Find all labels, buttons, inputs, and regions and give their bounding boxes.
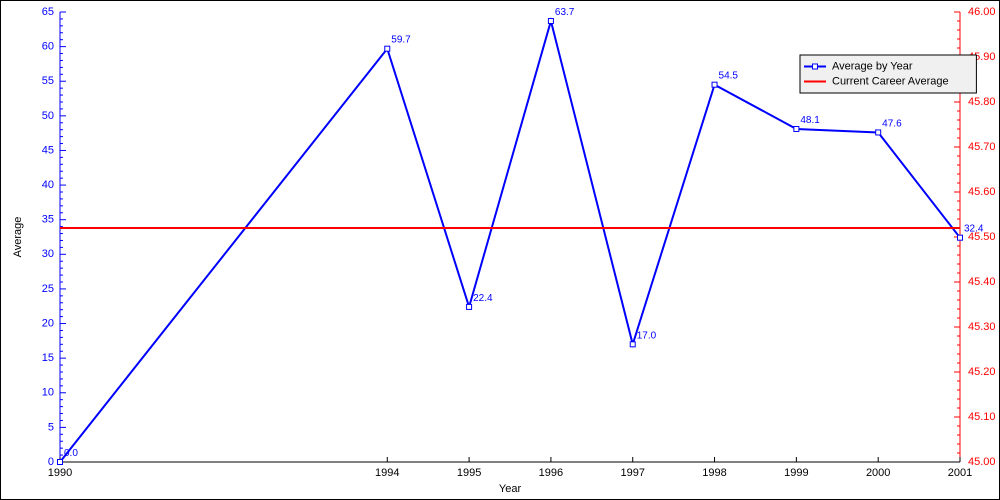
- average-by-year-chart: 05101520253035404550556065Average45.0045…: [0, 0, 1000, 500]
- y-right-tick-label: 45.60: [968, 186, 996, 198]
- point-label: 22.4: [473, 293, 493, 304]
- y-right-tick-label: 45.20: [968, 366, 996, 378]
- y-right-tick-label: 46.00: [968, 6, 996, 18]
- y-left-tick-label: 55: [42, 75, 54, 87]
- y-left-tick-label: 20: [42, 317, 54, 329]
- y-right-tick-label: 45.40: [968, 276, 996, 288]
- y-left-tick-label: 65: [42, 6, 54, 18]
- y-axis-label: Average: [12, 217, 24, 258]
- series-marker: [58, 460, 63, 465]
- point-label: 32.4: [964, 224, 984, 235]
- y-left-tick-label: 25: [42, 283, 54, 295]
- series-marker: [630, 342, 635, 347]
- y-right-tick-label: 45.80: [968, 96, 996, 108]
- y-left-tick-label: 60: [42, 41, 54, 53]
- y-left-tick-label: 5: [48, 421, 54, 433]
- series-marker: [385, 46, 390, 51]
- point-label: 17.0: [637, 330, 657, 341]
- series-marker: [876, 130, 881, 135]
- point-label: 54.5: [719, 71, 739, 82]
- y-left-tick-label: 50: [42, 110, 54, 122]
- series-marker: [958, 235, 963, 240]
- legend-label: Average by Year: [832, 60, 913, 72]
- x-tick-label: 1999: [784, 467, 808, 479]
- point-label: 48.1: [800, 115, 820, 126]
- y-right-tick-label: 45.30: [968, 321, 996, 333]
- x-tick-label: 1996: [539, 467, 563, 479]
- point-label: 59.7: [391, 35, 411, 46]
- x-tick-label: 1995: [457, 467, 481, 479]
- legend-label: Current Career Average: [832, 75, 949, 87]
- series-marker: [548, 19, 553, 24]
- y-left-tick-label: 40: [42, 179, 54, 191]
- x-tick-label: 2000: [866, 467, 890, 479]
- series-marker: [794, 127, 799, 132]
- x-tick-label: 2001: [948, 467, 972, 479]
- y-left-tick-label: 30: [42, 248, 54, 260]
- point-label: 0.0: [64, 448, 78, 459]
- x-tick-label: 1994: [375, 467, 399, 479]
- point-label: 47.6: [882, 118, 902, 129]
- y-left-tick-label: 45: [42, 144, 54, 156]
- x-axis-label: Year: [499, 483, 522, 495]
- x-tick-label: 1997: [620, 467, 644, 479]
- y-right-tick-label: 45.10: [968, 411, 996, 423]
- x-tick-label: 1990: [48, 467, 72, 479]
- y-left-tick-label: 10: [42, 387, 54, 399]
- y-left-tick-label: 35: [42, 214, 54, 226]
- legend: Average by Year Current Career Average: [800, 55, 976, 93]
- series-marker: [712, 82, 717, 87]
- x-tick-label: 1998: [702, 467, 726, 479]
- series-marker: [467, 304, 472, 309]
- y-right-tick-label: 45.70: [968, 141, 996, 153]
- point-label: 63.7: [555, 7, 575, 18]
- y-left-tick-label: 15: [42, 352, 54, 364]
